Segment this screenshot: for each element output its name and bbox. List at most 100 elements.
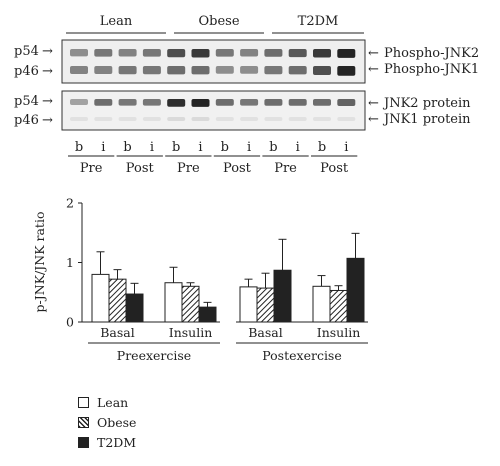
lane-label: i [296,140,300,155]
bottom-p54-arrow: → [42,94,53,109]
phospho-jnk1-band [313,66,331,75]
jnk2-protein-band [167,99,186,107]
bar-t2dm [346,257,365,323]
jnk1-protein-band [313,117,331,121]
phospho-jnk1-band [264,66,283,75]
jnk1-protein-band [288,117,307,121]
bar-lean [239,286,258,323]
jnk2-protein-band [191,99,210,107]
legend-label-lean: Lean [97,394,129,410]
jnk2-protein-band [118,99,137,106]
jnk1-protein-band [118,117,137,121]
bottom-p54-label: p54 [14,94,39,109]
phospho-jnk2-band [215,49,234,57]
legend-item-t2dm: T2DM [78,432,136,452]
phase-label: Post [126,161,155,176]
phase-label: Pre [177,161,200,176]
bar-t2dm [273,269,292,323]
phospho-blot-panel [61,39,366,84]
jnk2-protein-label: JNK2 protein [382,96,471,111]
bar-lean [164,282,183,323]
phospho-jnk2-band [288,49,307,58]
phospho-jnk2-arrow: ← [368,46,379,61]
phospho-jnk1-band [142,66,161,75]
y-tick-label: 2 [66,196,74,211]
phase-label: Post [320,161,349,176]
western-blot: Lean Obese T2DM p54 → p46 → ← Phospho-JN… [14,14,479,176]
group-label-lean: Lean [100,14,133,29]
jnk2-protein-band [70,99,88,106]
bar-t2dm [198,306,217,323]
lane-label: i [101,140,105,155]
phospho-left-labels: p54 → p46 → [14,44,53,79]
group-headers: Lean Obese T2DM [66,14,364,34]
phospho-bands [70,49,356,76]
y-tick-label: 1 [66,255,74,270]
bar-lean [312,285,331,323]
bar-obese [181,285,200,323]
top-p54-arrow: → [42,44,53,59]
group-label-t2dm: T2DM [298,14,339,29]
phospho-jnk1-band [240,66,259,74]
phospho-jnk1-label: Phospho-JNK1 [384,62,479,77]
bars [91,232,365,323]
lane-label: i [150,140,154,155]
phospho-right-labels: ← Phospho-JNK2 ← Phospho-JNK1 [368,46,479,77]
jnk2-protein-band [94,99,113,106]
bar-obese [256,287,275,323]
lane-label: b [318,140,326,155]
lane-label: i [198,140,202,155]
jnk1-protein-band [240,117,259,121]
bottom-p46-label: p46 [14,113,39,128]
jnk2-protein-band [337,99,356,106]
legend-swatch-obese [78,416,89,428]
jnk2-protein-arrow: ← [368,96,379,111]
legend-label-t2dm: T2DM [97,434,137,450]
group-label-obese: Obese [198,14,239,29]
phospho-jnk1-band [288,66,307,75]
phospho-jnk2-band [94,49,113,57]
jnk1-protein-band [142,117,161,121]
jnk1-protein-arrow: ← [368,112,379,127]
total-right-labels: ← JNK2 protein ← JNK1 protein [368,96,471,127]
phospho-jnk2-label: Phospho-JNK2 [384,46,479,61]
category-label: Insulin [169,325,213,340]
phase-label: Pre [80,161,103,176]
lane-label: b [123,140,131,155]
x-axis: Basal Insulin Basal Insulin Preexercise Poste… [82,321,368,363]
phospho-jnk1-arrow: ← [368,62,379,77]
phospho-jnk1-band [70,66,88,74]
jnk1-protein-band [167,117,186,121]
total-left-labels: p54 → p46 → [14,94,53,128]
legend-label-obese: Obese [97,414,137,430]
phospho-jnk1-band [337,66,356,76]
top-p46-label: p46 [14,64,39,79]
lane-label: i [344,140,348,155]
jnk2-protein-band [313,99,331,106]
y-axis: 0 1 2 [66,196,83,330]
jnk1-protein-band [70,117,88,121]
bar-t2dm [125,293,144,323]
lane-label: b [75,140,83,155]
phospho-jnk2-band [240,49,259,57]
bar-obese [108,278,127,323]
group-label: Postexercise [262,348,342,363]
jnk1-protein-band [191,117,210,121]
legend: Lean Obese T2DM [78,392,136,452]
total-bands [70,99,356,121]
top-p54-label: p54 [14,44,39,59]
phase-label: Pre [274,161,297,176]
jnk1-protein-band [94,117,113,121]
phospho-jnk2-band [167,49,186,58]
phospho-jnk1-band [191,66,210,75]
jnk1-protein-band [264,117,283,121]
phospho-jnk1-band [215,66,234,74]
phospho-jnk1-band [118,66,137,75]
phase-label: Post [223,161,252,176]
lane-label: b [221,140,229,155]
jnk1-protein-label: JNK1 protein [382,112,471,127]
jnk1-protein-band [337,117,356,121]
lane-label: b [269,140,277,155]
phospho-jnk2-band [191,49,210,58]
